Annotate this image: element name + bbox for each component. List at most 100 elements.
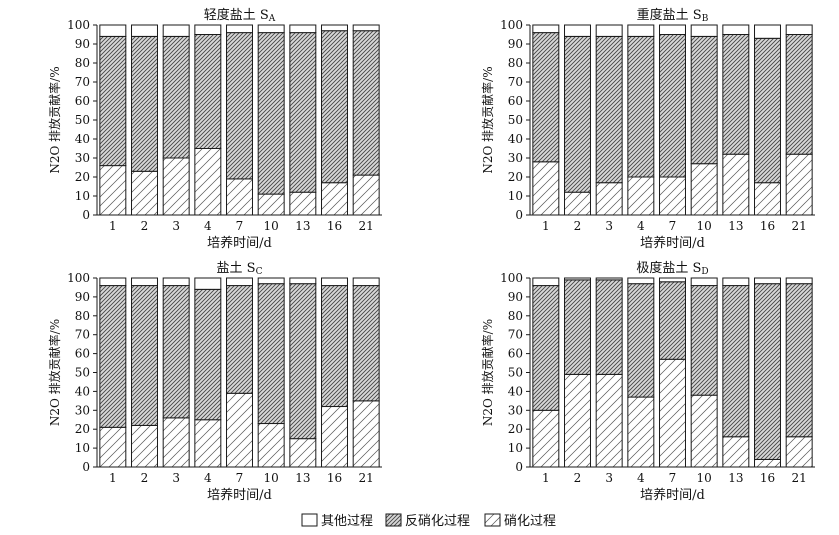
bar-saline-other-10 — [257, 277, 285, 285]
bar-saline-other-16 — [321, 277, 348, 287]
bar-saline-denitrification-16 — [321, 285, 348, 408]
bar-extreme-nitrification-4 — [627, 396, 655, 468]
y-tick-label-extreme-80: 80 — [508, 309, 523, 323]
bar-heavy-nitrification-1 — [532, 161, 560, 216]
bar-heavy-denitrification-16 — [754, 37, 781, 184]
chart-title-main-saline: 盐土 S — [217, 261, 256, 276]
bar-saline-nitrification-2 — [131, 424, 158, 468]
legend-item-nitrification: 硝化过程 — [484, 513, 556, 529]
legend-swatch-denitrification — [385, 513, 402, 527]
bar-mild-denitrification-7 — [226, 32, 253, 180]
bar-mild-denitrification-2 — [131, 35, 158, 172]
bar-saline-other-3 — [162, 277, 190, 287]
x-tick-label-heavy-4: 4 — [637, 219, 645, 233]
bar-extreme-nitrification-2 — [564, 373, 591, 468]
bar-extreme-nitrification-21 — [785, 436, 813, 468]
x-tick-label-extreme-16: 16 — [760, 471, 775, 485]
y-tick-label-heavy-50: 50 — [508, 113, 523, 127]
legend-label-nitrification: 硝化过程 — [504, 514, 556, 529]
bar-mild-other-3 — [162, 24, 190, 37]
y-tick-label-saline-70: 70 — [75, 328, 90, 342]
x-tick-label-mild-7: 7 — [236, 219, 244, 233]
y-tick-label-extreme-0: 0 — [515, 460, 523, 474]
y-tick-label-heavy-10: 10 — [508, 189, 523, 203]
y-tick-label-extreme-20: 20 — [508, 422, 523, 436]
y-tick-label-extreme-10: 10 — [508, 441, 523, 455]
chart-title-sub-extreme: D — [701, 267, 708, 277]
bar-extreme-other-1 — [532, 277, 560, 287]
y-tick-label-mild-70: 70 — [75, 75, 90, 89]
bar-extreme-other-7 — [659, 277, 686, 283]
chart-title-heavy: 重度盐土 SB — [637, 7, 709, 24]
y-tick-label-extreme-60: 60 — [508, 347, 523, 361]
bar-heavy-other-21 — [785, 24, 813, 35]
bar-saline-other-1 — [99, 277, 127, 287]
y-tick-label-saline-30: 30 — [75, 403, 90, 417]
y-tick-label-saline-20: 20 — [75, 422, 90, 436]
bar-heavy-nitrification-16 — [754, 182, 781, 216]
y-tick-label-saline-60: 60 — [75, 347, 90, 361]
panel-extreme-saline: 极度盐土 SD 0 10 20 30 40 50 60 70 80 90 100 N2O 排放贡献率/%… — [480, 260, 815, 503]
x-tick-label-saline-4: 4 — [204, 471, 212, 485]
bar-mild-other-16 — [321, 24, 348, 32]
bar-saline-nitrification-3 — [162, 417, 190, 468]
bar-mild-denitrification-3 — [162, 35, 190, 159]
y-tick-label-heavy-70: 70 — [508, 75, 523, 89]
x-tick-label-extreme-1: 1 — [542, 471, 550, 485]
x-axis-label-extreme: 培养时间/d — [640, 487, 705, 503]
x-tick-label-heavy-21: 21 — [792, 219, 807, 233]
y-tick-label-saline-50: 50 — [75, 366, 90, 380]
bar-saline-nitrification-21 — [352, 400, 380, 468]
x-tick-label-heavy-10: 10 — [697, 219, 712, 233]
bar-mild-nitrification-3 — [162, 157, 190, 216]
y-tick-label-mild-40: 40 — [75, 132, 90, 146]
bar-extreme-other-16 — [754, 277, 781, 285]
bar-saline-other-7 — [226, 277, 253, 287]
x-tick-label-extreme-13: 13 — [728, 471, 743, 485]
y-tick-label-mild-80: 80 — [75, 56, 90, 70]
bar-heavy-other-2 — [564, 24, 591, 37]
bar-mild-other-1 — [99, 24, 127, 37]
bar-heavy-other-13 — [722, 24, 750, 35]
x-axis-label-mild: 培养时间/d — [207, 235, 272, 251]
y-tick-label-heavy-80: 80 — [508, 56, 523, 70]
y-tick-label-saline-10: 10 — [75, 441, 90, 455]
y-tick-label-saline-40: 40 — [75, 384, 90, 398]
bar-heavy-denitrification-1 — [532, 32, 560, 163]
bar-heavy-denitrification-13 — [722, 34, 750, 155]
chart-title-mild: 轻度盐土 SA — [204, 7, 276, 24]
bar-heavy-nitrification-21 — [785, 153, 813, 216]
x-tick-label-heavy-3: 3 — [605, 219, 613, 233]
x-tick-label-saline-13: 13 — [295, 471, 310, 485]
y-tick-label-heavy-100: 100 — [500, 18, 523, 32]
bar-extreme-other-10 — [690, 277, 718, 287]
x-tick-label-saline-7: 7 — [236, 471, 244, 485]
x-tick-label-heavy-2: 2 — [574, 219, 582, 233]
bar-extreme-denitrification-3 — [595, 279, 623, 375]
bar-saline-denitrification-3 — [162, 285, 190, 419]
bar-mild-nitrification-1 — [99, 165, 127, 216]
bar-saline-denitrification-2 — [131, 285, 158, 426]
x-tick-label-heavy-7: 7 — [669, 219, 677, 233]
bar-mild-other-10 — [257, 24, 285, 34]
bar-saline-nitrification-1 — [99, 426, 127, 468]
bar-heavy-other-1 — [532, 24, 560, 34]
y-tick-label-extreme-50: 50 — [508, 366, 523, 380]
legend-label-denitrification: 反硝化过程 — [405, 514, 470, 529]
bar-extreme-nitrification-1 — [532, 409, 560, 468]
bar-heavy-nitrification-10 — [690, 163, 718, 216]
bar-extreme-denitrification-2 — [564, 279, 591, 375]
bar-saline-nitrification-4 — [194, 419, 222, 468]
bar-extreme-denitrification-21 — [785, 283, 813, 438]
y-tick-label-extreme-90: 90 — [508, 290, 523, 304]
bar-extreme-other-3 — [595, 277, 623, 281]
bar-saline-denitrification-10 — [257, 283, 285, 425]
chart-title-main-extreme: 极度盐土 S — [636, 260, 701, 276]
bar-mild-other-2 — [131, 24, 158, 37]
bar-extreme-nitrification-10 — [690, 394, 718, 468]
bar-saline-denitrification-21 — [352, 285, 380, 402]
x-tick-label-mild-13: 13 — [295, 219, 310, 233]
bar-saline-other-13 — [289, 277, 317, 285]
bar-heavy-other-3 — [595, 24, 623, 37]
bar-heavy-nitrification-3 — [595, 182, 623, 216]
